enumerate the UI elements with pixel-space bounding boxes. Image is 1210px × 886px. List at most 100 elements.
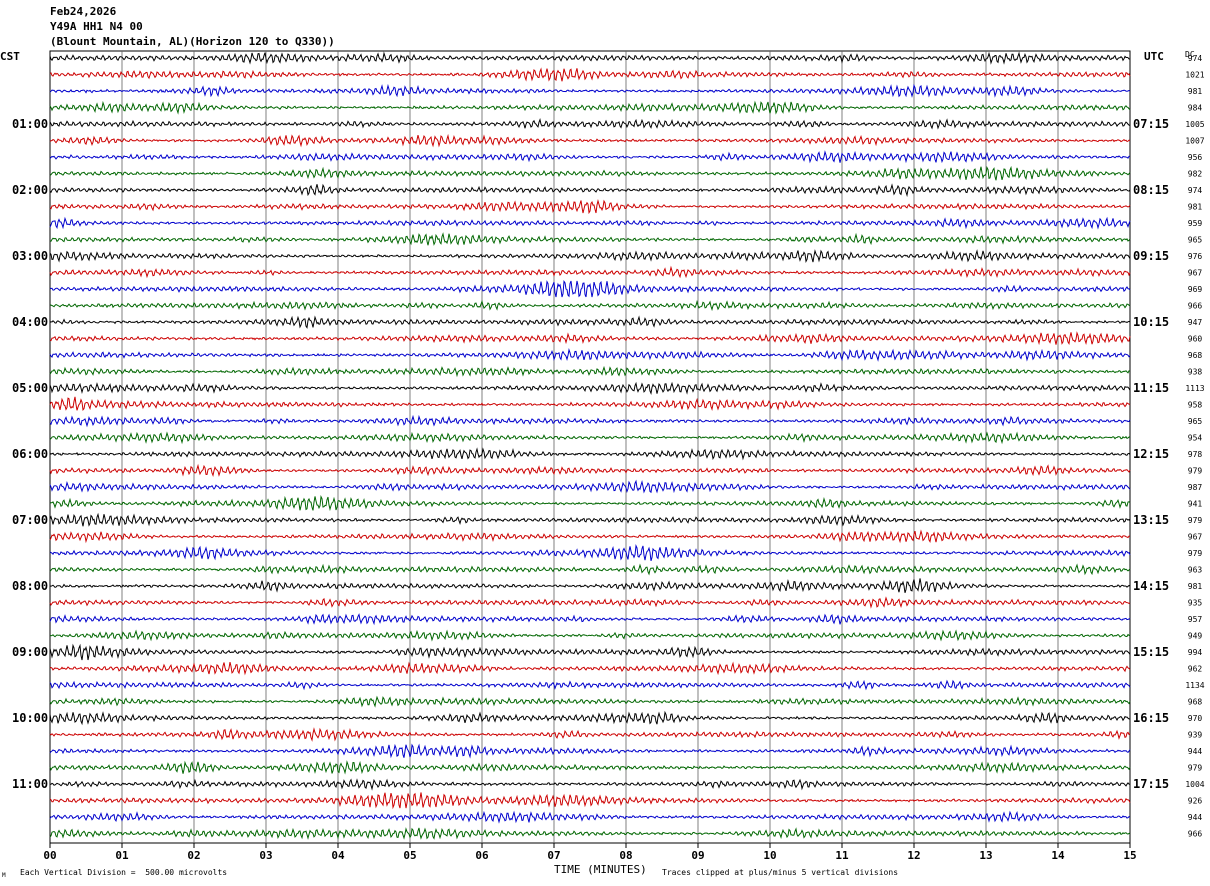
right-hour-label: 08:15 [1133,183,1169,197]
seismic-trace [49,544,1131,561]
x-tick-label: 08 [619,849,632,862]
right-hour-label: 10:15 [1133,315,1169,329]
dc-offset-label: 949 [1188,632,1203,641]
dc-offset-label: 1021 [1185,71,1204,80]
dc-offset-label: 944 [1188,813,1203,822]
dc-offset-label: 956 [1188,153,1203,162]
seismic-trace [49,827,1131,840]
dc-offset-label: 981 [1188,87,1203,96]
seismic-trace [49,695,1131,708]
x-tick-label: 15 [1123,849,1136,862]
seismic-trace [49,265,1131,279]
seismic-trace [49,563,1131,576]
header-location: (Blount Mountain, AL)(Horizon 120 to Q33… [50,35,335,48]
dc-offset-label: 987 [1188,483,1203,492]
dc-offset-label: 926 [1188,797,1203,806]
seismic-trace [49,83,1131,98]
right-hour-label: 17:15 [1133,777,1169,791]
seismic-trace [49,232,1131,246]
dc-offset-label: 957 [1188,615,1203,624]
seismic-trace [49,150,1131,164]
seismic-trace [49,494,1131,512]
dc-offset-label: 970 [1188,714,1203,723]
dc-offset-label: 979 [1188,764,1203,773]
left-hour-label: 03:00 [12,249,48,263]
x-tick-label: 06 [475,849,489,862]
dc-offset-label: 939 [1188,731,1203,740]
dc-offset-label: 960 [1188,335,1203,344]
dc-offset-label: 976 [1188,252,1203,261]
right-hour-label: 09:15 [1133,249,1169,263]
seismic-trace [49,578,1131,593]
dc-offset-label: 1007 [1185,137,1204,146]
header-date: Feb24,2026 [50,5,117,18]
right-hour-label: 12:15 [1133,447,1169,461]
dc-offset-label: 944 [1188,747,1203,756]
x-tick-label: 10 [763,849,776,862]
seismic-trace [49,51,1131,65]
left-hour-label: 04:00 [12,315,48,329]
dc-offset-label: 959 [1188,219,1203,228]
dc-offset-label: 1113 [1185,384,1204,393]
dc-offset-label: 981 [1188,582,1203,591]
x-tick-label: 03 [259,849,272,862]
left-timezone-label: CST [0,50,20,63]
seismic-trace [49,529,1130,544]
dc-offset-label: 978 [1188,450,1203,459]
left-hour-label: 07:00 [12,513,48,527]
left-hour-label: 06:00 [12,447,48,461]
left-hour-label: 09:00 [12,645,48,659]
seismic-trace [49,396,1131,412]
seismic-trace [49,165,1131,181]
dc-offset-label: 967 [1188,269,1203,278]
left-hour-label: 11:00 [12,777,48,791]
x-tick-label: 09 [691,849,704,862]
seismic-trace [49,629,1131,642]
dc-offset-label: 979 [1188,549,1203,558]
right-timezone-label: UTC [1144,50,1164,63]
seismic-trace [50,778,1131,791]
dc-offset-label: 963 [1188,566,1203,575]
seismic-trace [49,431,1131,445]
dc-offset-label: 981 [1188,203,1203,212]
seismic-trace [49,661,1131,676]
dc-offset-label: 954 [1188,434,1203,443]
seismic-trace [49,710,1131,726]
dc-offset-label: 941 [1188,500,1203,509]
dc-offset-label: 968 [1188,698,1203,707]
right-hour-label: 16:15 [1133,711,1169,725]
x-tick-label: 01 [115,849,129,862]
seismic-trace [49,463,1131,477]
x-tick-label: 14 [1051,849,1065,862]
seismic-trace [49,381,1131,396]
x-tick-label: 02 [187,849,200,862]
seismic-trace [49,512,1131,527]
seismic-trace [49,810,1131,824]
right-hour-label: 11:15 [1133,381,1169,395]
dc-offset-label: 968 [1188,351,1203,360]
seismic-trace [49,792,1131,810]
dc-offset-label: 962 [1188,665,1203,674]
seismic-trace [49,679,1131,691]
x-tick-label: 07 [547,849,560,862]
right-hour-label: 13:15 [1133,513,1169,527]
dc-header: DC [1185,50,1195,59]
dc-offset-label: 1005 [1185,120,1204,129]
dc-offset-label: 984 [1188,104,1203,113]
left-hour-label: 10:00 [12,711,48,725]
seismic-trace [49,331,1131,346]
seismic-trace [49,743,1131,759]
x-tick-label: 05 [403,849,416,862]
right-hour-label: 15:15 [1133,645,1169,659]
corner-mark: M [2,872,6,879]
x-tick-label: 04 [331,849,345,862]
x-tick-label: 11 [835,849,849,862]
dc-offset-label: 947 [1188,318,1203,327]
dc-offset-label: 935 [1188,599,1203,608]
dc-offset-label: 974 [1188,186,1203,195]
right-hour-label: 07:15 [1133,117,1169,131]
dc-offset-label: 966 [1188,830,1203,839]
dc-offset-label: 969 [1188,285,1203,294]
dc-offset-label: 979 [1188,467,1203,476]
seismic-trace [49,249,1131,264]
